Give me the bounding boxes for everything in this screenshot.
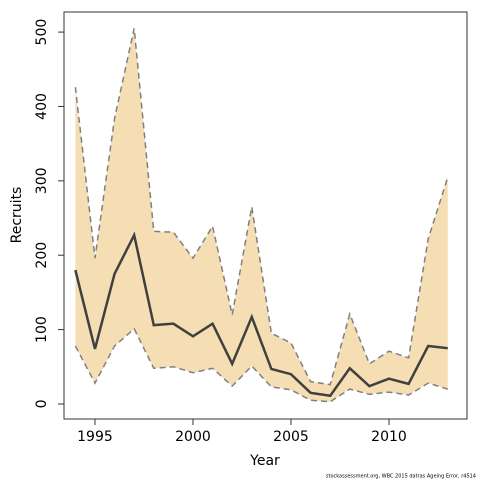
y-tick-label: 500 bbox=[34, 19, 50, 46]
y-tick-label: 0 bbox=[34, 400, 50, 409]
estimate-line bbox=[74, 231, 448, 398]
x-axis-label: Year bbox=[249, 453, 280, 469]
x-tick-label: 2010 bbox=[371, 429, 407, 445]
caption: stockassessment.org, WBC 2015 datras Age… bbox=[326, 474, 476, 480]
y-tick-label: 400 bbox=[34, 93, 50, 120]
x-tick-label: 1995 bbox=[77, 429, 113, 445]
x-tick-label: 2000 bbox=[175, 429, 211, 445]
confidence-band bbox=[75, 28, 448, 402]
y-tick-label: 300 bbox=[34, 167, 50, 194]
y-tick-label: 100 bbox=[34, 316, 50, 343]
plot-frame bbox=[63, 11, 468, 420]
upper-bound bbox=[74, 28, 449, 386]
y-tick-label: 200 bbox=[34, 242, 50, 269]
y-axis-label: Recruits bbox=[9, 187, 25, 244]
x-tick-label: 2005 bbox=[273, 429, 309, 445]
lower-bound bbox=[74, 327, 449, 403]
